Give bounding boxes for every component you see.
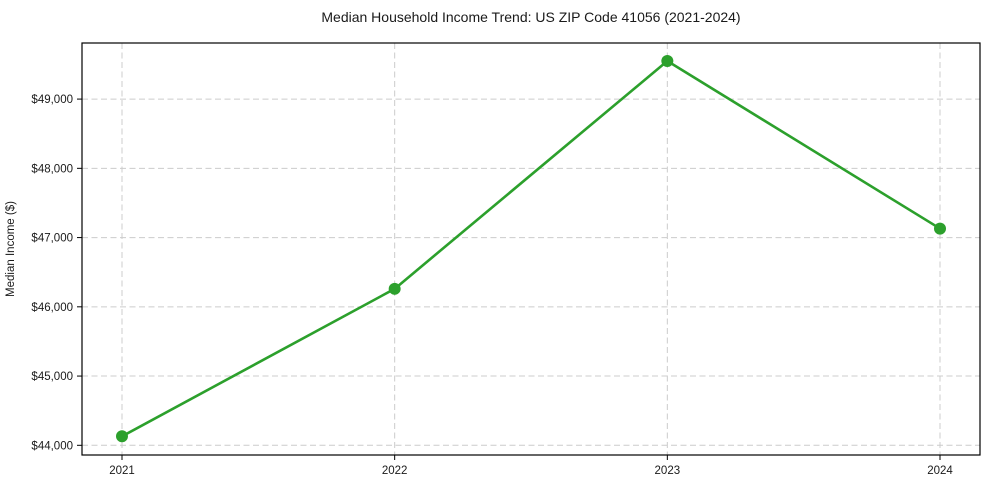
x-tick-label: 2024	[927, 465, 953, 477]
data-point-2023	[661, 55, 674, 68]
y-tick-label: $45,000	[31, 371, 73, 383]
chart-title: Median Household Income Trend: US ZIP Co…	[321, 9, 740, 25]
y-axis-label: Median Income ($)	[5, 201, 17, 297]
y-tick-label: $44,000	[31, 440, 73, 452]
x-tick-label: 2022	[382, 465, 408, 477]
x-tick-label: 2023	[655, 465, 681, 477]
grid-layer	[82, 43, 980, 455]
data-point-2021	[116, 430, 128, 443]
axis-layer: $44,000 $45,000 $46,000 $47,000 $48,000 $49,0…	[31, 42, 981, 477]
data-point-2022	[388, 282, 401, 295]
y-tick-label: $49,000	[31, 94, 73, 106]
data-layer	[116, 55, 946, 443]
y-tick-label: $47,000	[31, 233, 73, 245]
x-tick-label: 2021	[109, 465, 135, 477]
y-tick-label: $48,000	[31, 163, 73, 175]
data-point-2024	[934, 222, 946, 235]
trend-line	[120, 59, 942, 438]
y-tick-label: $46,000	[31, 302, 73, 314]
plot-border	[81, 42, 981, 456]
